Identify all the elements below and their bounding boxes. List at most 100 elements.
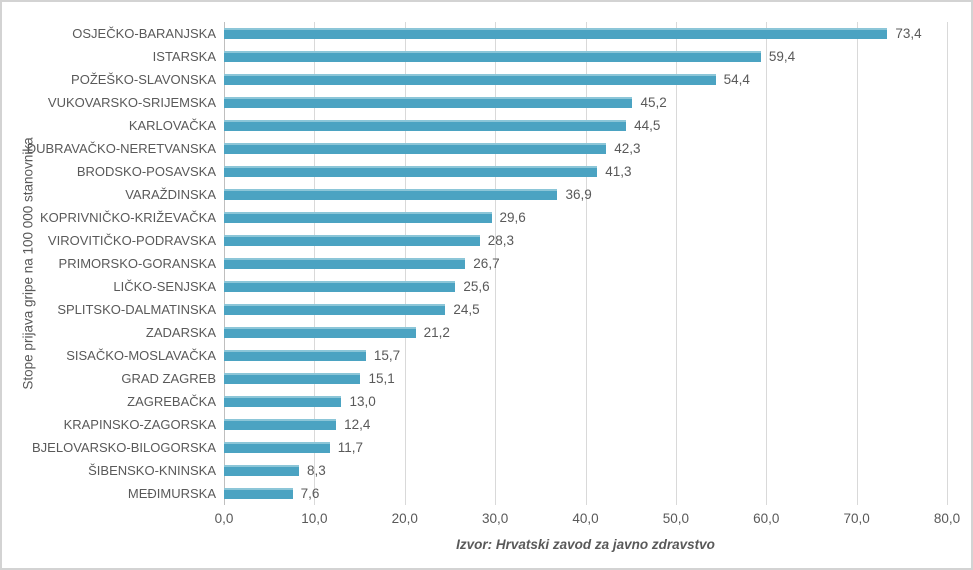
gridline	[947, 22, 948, 505]
value-label: 29,6	[499, 210, 526, 225]
value-label: 7,6	[300, 486, 320, 501]
category-label: ŠIBENSKO-KNINSKA	[88, 463, 216, 478]
bar	[224, 373, 361, 384]
bar-row: KARLOVAČKA 44,5	[2, 114, 973, 137]
category-label: POŽEŠKO-SLAVONSKA	[71, 72, 216, 87]
category-label: BJELOVARSKO-BILOGORSKA	[32, 440, 216, 455]
bar-row: SISAČKO-MOSLAVAČKA 15,7	[2, 344, 973, 367]
bar-row: VUKOVARSKO-SRIJEMSKA 45,2	[2, 91, 973, 114]
bar-row: LIČKO-SENJSKA 25,6	[2, 275, 973, 298]
bar-row: KRAPINSKO-ZAGORSKA 12,4	[2, 413, 973, 436]
category-label: VUKOVARSKO-SRIJEMSKA	[47, 95, 216, 110]
category-label: DUBRAVAČKO-NERETVANSKA	[26, 141, 216, 156]
category-label: GRAD ZAGREB	[121, 371, 216, 386]
bar-row: SPLITSKO-DALMATINSKA 24,5	[2, 298, 973, 321]
category-label: KOPRIVNIČKO-KRIŽEVAČKA	[39, 210, 216, 225]
x-tick-label: 40,0	[572, 511, 599, 526]
bar-row: ZAGREBAČKA 13,0	[2, 390, 973, 413]
category-label: VIROVITIČKO-PODRAVSKA	[47, 233, 216, 248]
bar	[224, 212, 492, 223]
bar	[224, 143, 607, 154]
value-label: 12,4	[344, 417, 371, 432]
bar	[224, 28, 888, 39]
x-tick-label: 20,0	[391, 511, 418, 526]
bar-row: KOPRIVNIČKO-KRIŽEVAČKA 29,6	[2, 206, 973, 229]
value-label: 21,2	[423, 325, 450, 340]
category-label: ZADARSKA	[145, 325, 216, 340]
bar-row: DUBRAVAČKO-NERETVANSKA 42,3	[2, 137, 973, 160]
bar-row: MEĐIMURSKA 7,6	[2, 482, 973, 505]
value-label: 28,3	[487, 233, 515, 248]
value-label: 24,5	[453, 302, 480, 317]
x-tick-label: 0,0	[214, 511, 234, 526]
category-label: BRODSKO-POSAVSKA	[76, 164, 216, 179]
bar-row: PRIMORSKO-GORANSKA 26,7	[2, 252, 973, 275]
value-label: 11,7	[337, 440, 364, 455]
value-label: 15,7	[373, 348, 401, 363]
value-label: 41,3	[605, 164, 632, 179]
category-label: KRAPINSKO-ZAGORSKA	[63, 417, 216, 432]
gridline	[585, 22, 587, 505]
value-label: 25,6	[463, 279, 490, 294]
bar	[224, 189, 558, 200]
category-label: LIČKO-SENJSKA	[113, 279, 216, 294]
bar	[224, 442, 330, 453]
category-label: PRIMORSKO-GORANSKA	[58, 256, 216, 271]
category-label: KARLOVAČKA	[128, 118, 216, 133]
bar	[224, 97, 633, 108]
bar-row: GRAD ZAGREB 15,1	[2, 367, 973, 390]
value-label: 15,1	[368, 371, 395, 386]
x-tick-label: 80,0	[933, 511, 961, 526]
value-label: 45,2	[640, 95, 667, 110]
bar	[224, 350, 366, 361]
bar	[224, 258, 466, 269]
bar-row: ŠIBENSKO-KNINSKA 8,3	[2, 459, 973, 482]
bar	[224, 304, 446, 315]
bar	[224, 396, 342, 407]
bar	[224, 235, 480, 246]
value-label: 36,9	[565, 187, 592, 202]
bar	[224, 166, 598, 177]
x-tick-label: 30,0	[481, 511, 509, 526]
category-label: VARAŽDINSKA	[125, 187, 216, 202]
value-label: 54,4	[723, 72, 750, 87]
bar	[224, 281, 456, 292]
category-label: ZAGREBAČKA	[127, 394, 216, 409]
x-tick-label: 10,0	[301, 511, 328, 526]
x-tick-label: 70,0	[843, 511, 870, 526]
bar	[224, 120, 627, 131]
bar-row: BJELOVARSKO-BILOGORSKA 11,7	[2, 436, 973, 459]
gridline	[495, 22, 497, 505]
category-label: OSJEČKO-BARANJSKA	[72, 26, 216, 41]
bar-row: OSJEČKO-BARANJSKA 73,4	[2, 22, 973, 45]
value-label: 73,4	[895, 26, 922, 41]
bar-row: VARAŽDINSKA 36,9	[2, 183, 973, 206]
bar-row: ISTARSKA 59,4	[2, 45, 973, 68]
bar-row: POŽEŠKO-SLAVONSKA 54,4	[2, 68, 973, 91]
value-label: 42,3	[614, 141, 641, 156]
value-label: 8,3	[307, 463, 326, 478]
category-label: MEĐIMURSKA	[127, 486, 216, 501]
x-tick-label: 60,0	[753, 511, 780, 526]
bar-row: BRODSKO-POSAVSKA 41,3	[2, 160, 973, 183]
value-label: 44,5	[634, 118, 661, 133]
bar	[224, 465, 299, 476]
category-label: ISTARSKA	[152, 49, 216, 64]
gridline	[675, 22, 677, 505]
value-label: 26,7	[473, 256, 500, 271]
x-tick-label: 50,0	[662, 511, 690, 526]
bar	[224, 74, 716, 85]
bar	[224, 327, 416, 338]
category-label: SISAČKO-MOSLAVAČKA	[66, 348, 216, 363]
value-label: 13,0	[349, 394, 376, 409]
bar	[224, 419, 337, 430]
bar	[224, 488, 293, 499]
bar	[224, 51, 761, 62]
bar-row: ZADARSKA 21,2	[2, 321, 973, 344]
gridline	[856, 22, 858, 505]
bar-row: VIROVITIČKO-PODRAVSKA 28,3	[2, 229, 973, 252]
category-label: SPLITSKO-DALMATINSKA	[57, 302, 216, 317]
value-label: 59,4	[768, 49, 796, 64]
